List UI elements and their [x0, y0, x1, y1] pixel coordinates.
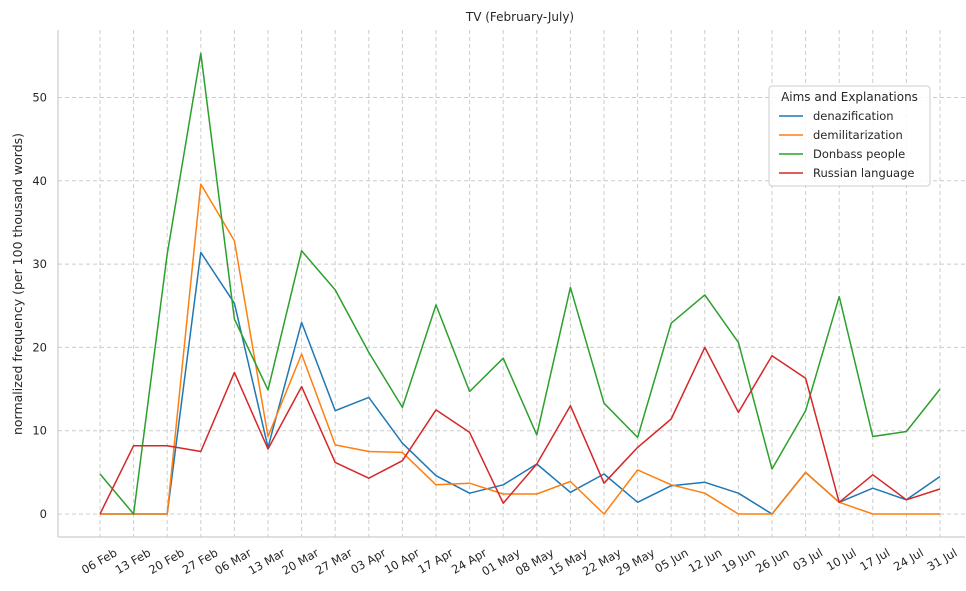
x-tick-label: 29 May	[614, 545, 658, 578]
legend-label: Russian language	[813, 166, 914, 180]
x-tick-label: 13 Feb	[113, 545, 153, 576]
legend-label: demilitarization	[813, 128, 903, 142]
x-tick-label: 24 Jul	[891, 545, 926, 573]
series-line	[100, 183, 940, 515]
x-tick-label: 03 Jul	[790, 545, 825, 573]
y-tick-label: 30	[32, 257, 47, 271]
legend-label: Donbass people	[813, 147, 905, 161]
y-tick-label: 40	[32, 174, 47, 188]
x-tick-label: 06 Feb	[79, 545, 119, 576]
x-tick-label: 20 Mar	[279, 545, 321, 577]
legend-title: Aims and Explanations	[781, 90, 918, 104]
x-tick-label: 13 Mar	[246, 545, 288, 577]
x-tick-label: 20 Feb	[146, 545, 186, 576]
x-tick-label: 19 Jun	[719, 545, 757, 575]
y-tick-label: 50	[32, 91, 47, 105]
x-tick-label: 03 Apr	[348, 545, 388, 576]
x-tick-label: 26 Jun	[753, 545, 791, 575]
grid	[58, 30, 965, 537]
x-tick-label: 12 Jun	[686, 545, 724, 575]
y-tick-label: 0	[40, 507, 47, 521]
y-axis-label: normalized frequency (per 100 thousand w…	[10, 133, 25, 435]
legend-label: denazification	[813, 109, 894, 123]
legend: Aims and Explanations denazification demil…	[768, 85, 931, 187]
series-line	[99, 52, 941, 515]
x-tick-label: 05 Jun	[652, 545, 690, 575]
x-tick-label: 10 Apr	[382, 545, 422, 576]
x-tick-label: 17 Jul	[857, 545, 892, 573]
y-tick-label: 10	[32, 424, 47, 438]
x-tick-label: 17 Apr	[415, 545, 455, 576]
x-tick-label: 27 Mar	[313, 545, 355, 577]
x-tick-label: 10 Jul	[824, 545, 859, 573]
legend-box	[768, 85, 931, 187]
x-tick-label: 27 Feb	[180, 545, 220, 576]
series-lines	[99, 52, 941, 515]
x-tick-label: 31 Jul	[925, 545, 960, 573]
y-tick-label: 20	[32, 340, 47, 354]
x-tick-label: 06 Mar	[212, 545, 254, 577]
chart-title: TV (February-July)	[465, 10, 574, 24]
series-line	[99, 346, 941, 515]
